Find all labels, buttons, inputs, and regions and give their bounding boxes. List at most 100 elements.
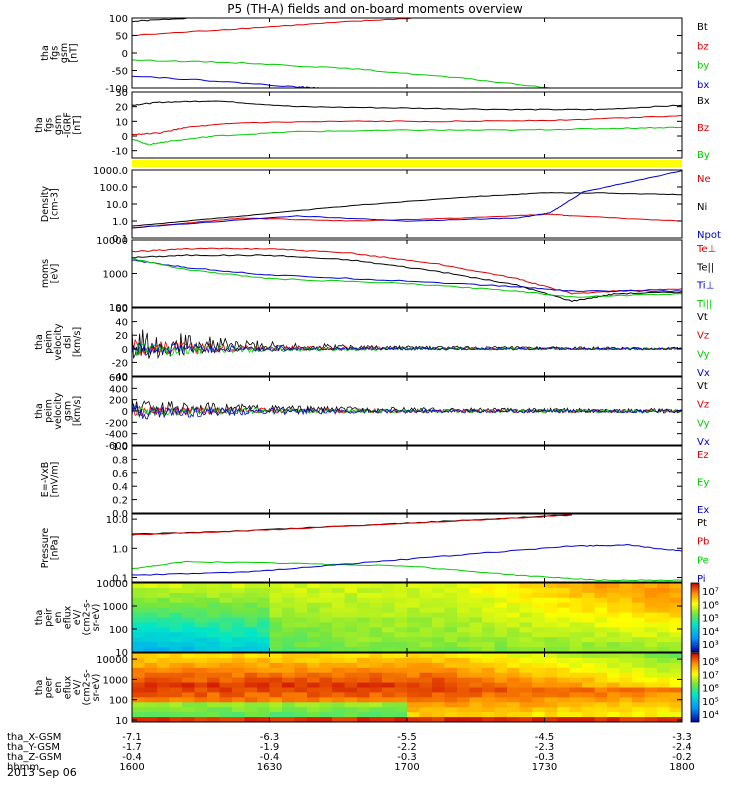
p6-ylabel: [km/s] [72,396,83,426]
p10-ytick-label: 10000 [96,655,128,666]
p10-colorbar-label: 10⁴ [702,710,719,721]
p7-ytick-label: 0.0 [112,509,128,520]
p9-colorbar [690,582,700,653]
footer-value: -2.4 [672,742,692,753]
flag-bar [132,160,682,167]
p6-ytick-label: 600 [109,373,128,384]
p3-series-line [132,170,682,229]
p7-ylabel: E=-VxB [40,462,51,497]
p5-series-line [132,341,682,356]
p10-ytick-label: 1000 [103,675,128,686]
figure-title: P5 (TH-A) fields and on-board moments ov… [227,2,523,16]
p5-ytick-label: 20 [115,331,128,342]
p1-ytick-label: -100 [105,84,128,95]
p1-ytick-label: 0 [122,49,128,60]
p1-ytick-label: 100 [109,14,128,25]
p9-colorbar-label: 10⁵ [702,614,719,625]
p5-series-line [132,329,682,360]
p7-ytick-label: 1.0 [112,442,128,453]
p5-ylabel: [km/s] [72,327,83,357]
p10-ytick-label: 10 [115,716,128,727]
p2-ylabel: tha [34,117,45,133]
footer-value: -1.9 [260,742,280,753]
p8-series-line [132,543,682,576]
p2-ytick-label: 20 [115,103,128,114]
p10-colorbar [690,652,700,723]
p1-ylabel: fgs [50,46,61,60]
p4-series-line [132,259,682,293]
p9-colorbar-label: 10³ [702,640,719,651]
p3-series-line [132,213,682,229]
p4-series-line [132,257,682,298]
footer-row-label: hhmm [7,762,39,773]
p10-ylabel: en [53,682,64,694]
p6-ytick-label: 0 [122,407,128,418]
p1-legend-entry: by [697,61,709,72]
footer-row-label: tha_X-GSM [7,732,61,743]
footer-value: -6.3 [260,732,280,743]
p3-ytick-label: 1000.0 [93,166,128,177]
p3-legend-entry: Ni [697,202,707,213]
p7-legend-entry: Ey [697,478,709,489]
p1-series-line [132,18,195,23]
p6-ylabel: tha [34,403,45,419]
panel-p10: 10⁸ 10⁷ 10⁶ 10⁵ 10⁴ 10000 1000 100 10 thapeerenef… [34,652,719,727]
p5-ylabel: peim [44,330,55,354]
p6-ytick-label: 400 [109,384,128,395]
p1-ylabel: gsm [59,43,70,63]
p5-legend-entry: Vt [697,312,708,323]
footer-value: -7.1 [122,732,142,743]
footer-value: 1800 [669,762,694,773]
p7-ytick-label: 0.8 [112,455,128,466]
p5-ytick-label: -40 [112,372,128,383]
p10-ylabel: eflux [63,675,74,699]
footer-value: -0.4 [122,752,142,763]
p6-ylabel: gsm [63,401,74,421]
footer-row-label: tha_Z-GSM [7,752,62,763]
p2-legend-entry: By [697,150,710,161]
footer-value: -1.7 [122,742,142,753]
p6-ylabel: peim [44,399,55,423]
p10-colorbar-label: 10⁸ [702,657,719,668]
p5-frame [131,307,683,377]
p8-legend-entry: Pt [697,518,707,529]
p9-colorbar-label: 10⁴ [702,627,719,638]
p6-legend-entry: Vt [697,381,708,392]
p8-legend-entry: Pi [697,574,706,585]
p2-series-line [132,126,682,146]
p4-series-line [132,247,682,295]
p2-legend-entry: Bx [697,96,710,107]
footer-value: 1700 [394,762,419,773]
panel-p3: Ne Ni Npot 1000.0 100.0 10.0 1.0 0.1 Density[cm-… [40,166,721,245]
p8-ylabel: [nPa] [50,536,61,561]
p4-ytick-label: 1000 [103,270,128,281]
footer-value: -0.4 [260,752,280,763]
p4-ylabel: moms [40,259,51,288]
p2-ytick-label: 10 [115,117,128,128]
p10-ytick-label: 100 [109,696,128,707]
p4-legend-entry: Te⊥ [696,244,716,255]
p3-ytick-label: 1.0 [112,217,128,228]
p5-legend-entry: Vy [697,349,710,360]
p2-ytick-label: -10 [112,147,128,158]
p7-legend-entry: Ex [697,505,709,516]
p5-ylabel: tha [34,334,45,350]
p2-ylabel: [nT] [72,115,83,134]
p2-ytick-label: 30 [115,88,128,99]
p5-ytick-label: 40 [115,318,128,329]
footer-value: -0.3 [397,752,417,763]
p8-frame [131,513,683,583]
p8-legend-entry: Pb [697,537,709,548]
footer-value: 1730 [532,762,557,773]
p6-ytick-label: 200 [109,396,128,407]
panel-p7: Ez Ey Ex 1.0 0.8 0.6 0.4 0.2 0.0 E=-VxB[mV/m] [40,442,709,520]
p6-legend-entry: Vy [697,418,710,429]
p4-ytick-label: 10000 [96,236,128,247]
p3-series-line [132,192,682,227]
p10-ylabel: (cm2-s- [82,669,93,705]
date-label: 2013 Sep 06 [7,766,77,779]
p9-colorbar-label: 10⁷ [702,587,719,598]
